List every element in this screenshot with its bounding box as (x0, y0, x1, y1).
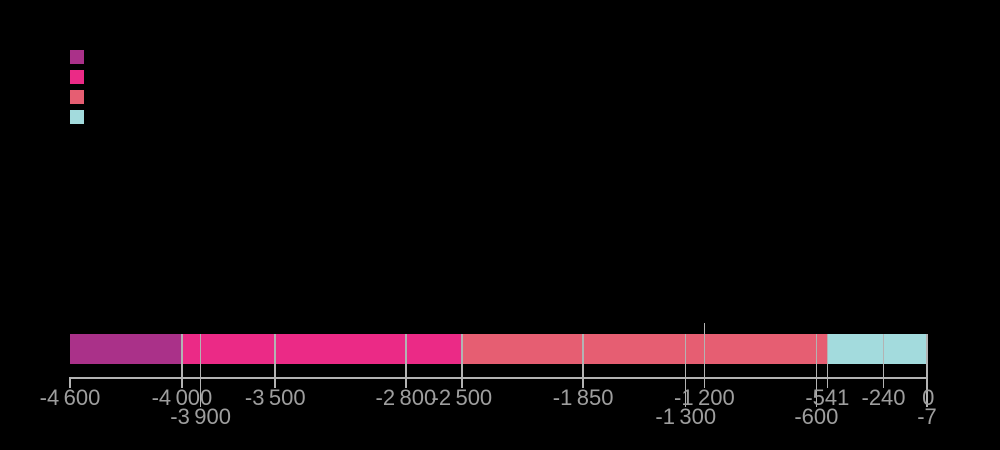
legend-swatch-3 (70, 90, 84, 104)
tick-line--7 (926, 334, 928, 407)
axis-tick-label--1850: -1 850 (552, 385, 614, 410)
axis-tick-label--240: -240 (861, 385, 906, 410)
tick-line--541 (826, 334, 829, 388)
tick-line--3500 (274, 334, 276, 388)
axis-tick-label--1300: -1 300 (655, 403, 717, 429)
tick-line--2500 (461, 334, 463, 388)
tick-line--1200 (703, 323, 706, 388)
timeline-segment-4 (827, 334, 929, 364)
axis-line (70, 377, 929, 379)
axis-tick-label--600: -600 (794, 403, 839, 429)
legend-swatch-2 (70, 70, 84, 84)
axis-tick-label--2800: -2 800 (375, 385, 437, 410)
tick-line--1300 (684, 334, 687, 407)
axis-tick-label--7: -7 (917, 403, 937, 429)
axis-tick-label--1200: -1 200 (674, 385, 735, 410)
legend-swatch-4 (70, 110, 84, 124)
axis-tick-label--3500: -3 500 (244, 385, 306, 410)
timeline-segment-3 (461, 334, 828, 364)
tick-line--240 (882, 334, 885, 388)
tick-line--4000 (181, 334, 183, 388)
timeline-segment-1 (70, 334, 182, 364)
tick-line--1850 (582, 334, 584, 388)
tick-line--600 (815, 334, 818, 407)
tick-line--2800 (405, 334, 407, 388)
axis-tick-label--541: -541 (805, 385, 850, 410)
tick-line--4600 (69, 377, 71, 388)
axis-tick-label--4600: -4 600 (39, 385, 101, 410)
legend-swatch-1 (70, 50, 84, 64)
axis-tick-label--2500: -2 500 (431, 385, 493, 410)
axis-tick-label--4000: -4 000 (151, 385, 213, 410)
axis-tick-label-0: 0 (922, 385, 935, 410)
timeline-segment-2 (181, 334, 462, 364)
tick-line--3900 (199, 334, 202, 407)
axis-tick-label--3900: -3 900 (170, 403, 231, 429)
